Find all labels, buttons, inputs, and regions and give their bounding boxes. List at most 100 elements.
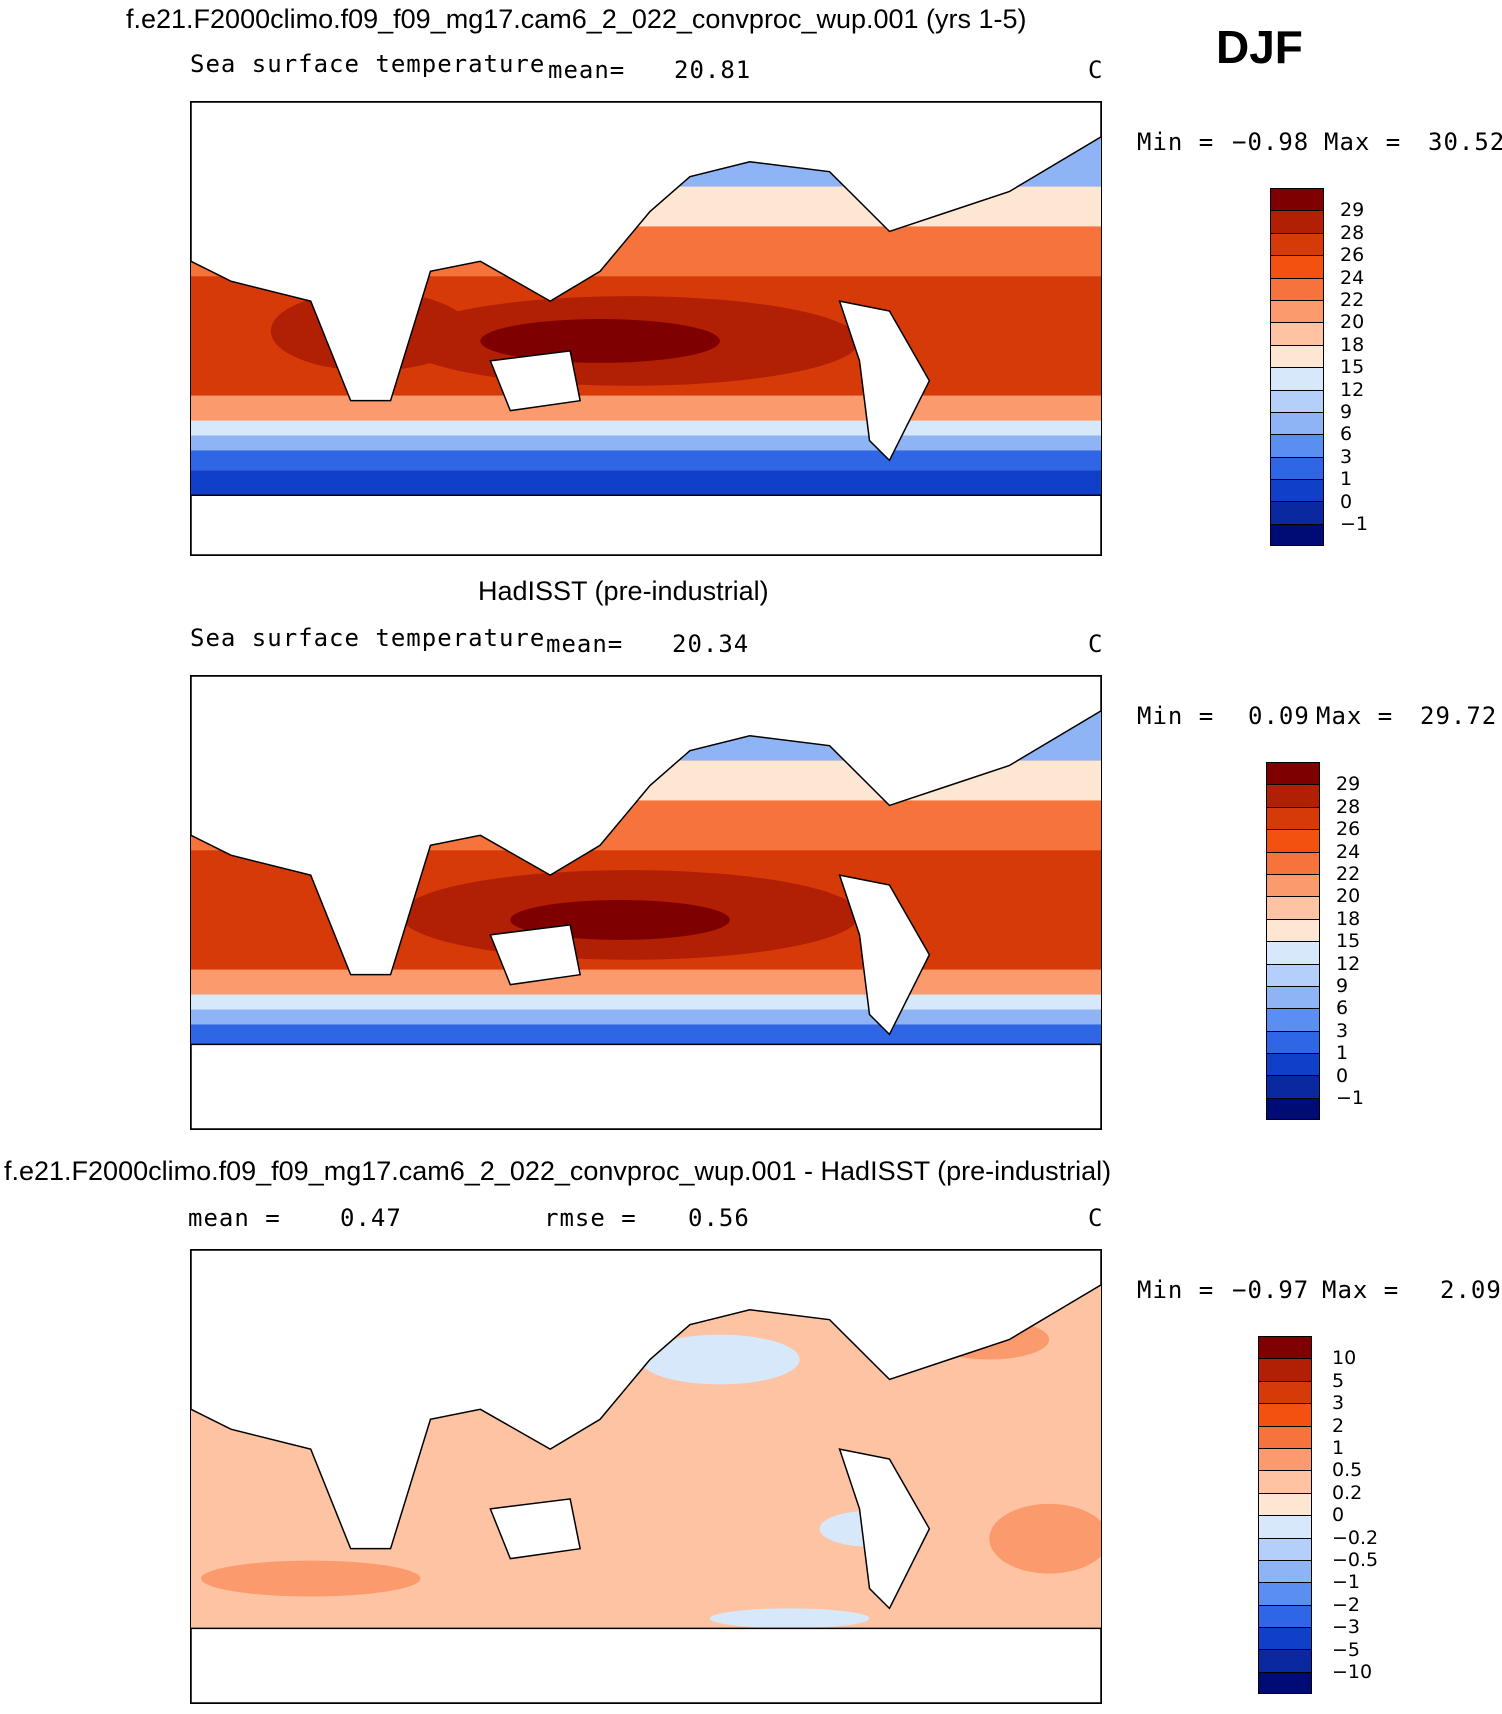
colorbar-swatch bbox=[1270, 232, 1324, 256]
panel-1-mean-label: mean= bbox=[548, 56, 626, 84]
colorbar-tick-label: 26 bbox=[1340, 244, 1365, 267]
panel-2-map-svg bbox=[191, 676, 1101, 1129]
colorbar-swatch bbox=[1258, 1336, 1312, 1359]
colorbar-tick-label: 12 bbox=[1336, 952, 1361, 975]
panel-3-mean-label: mean = bbox=[188, 1204, 281, 1232]
panel-2-min-value: 0.09 bbox=[1248, 702, 1310, 730]
colorbar-swatch bbox=[1266, 985, 1320, 1009]
panel-3-units: C bbox=[1088, 1204, 1104, 1232]
colorbar-swatch bbox=[1270, 367, 1324, 390]
colorbar-swatch bbox=[1270, 188, 1324, 211]
colorbar-swatch bbox=[1266, 784, 1320, 807]
colorbar-swatch bbox=[1270, 322, 1324, 345]
colorbar-swatch bbox=[1270, 479, 1324, 502]
colorbar-tick-label: 6 bbox=[1336, 997, 1349, 1020]
panel-3-min-label: Min = bbox=[1137, 1276, 1215, 1304]
panel-3-max-label: Max = bbox=[1322, 1276, 1400, 1304]
colorbar-swatch bbox=[1270, 501, 1324, 524]
panel-1-max-label: Max = bbox=[1324, 128, 1402, 156]
colorbar-swatch bbox=[1266, 806, 1320, 830]
panel-1-variable: Sea surface temperature bbox=[190, 50, 546, 78]
panel-1-title: f.e21.F2000climo.f09_f09_mg17.cam6_2_022… bbox=[126, 4, 1027, 34]
panel-3-max-value: 2.09 bbox=[1440, 1276, 1502, 1304]
colorbar-swatch bbox=[1270, 344, 1324, 368]
colorbar-swatch bbox=[1266, 1097, 1320, 1121]
colorbar-swatch bbox=[1258, 1582, 1312, 1605]
colorbar-tick-label: 28 bbox=[1340, 221, 1365, 244]
colorbar-tick-label: 0 bbox=[1332, 1504, 1345, 1527]
colorbar-swatch bbox=[1266, 1030, 1320, 1054]
colorbar-tick-label: −5 bbox=[1332, 1638, 1361, 1661]
colorbar-tick-label: −10 bbox=[1332, 1661, 1373, 1683]
colorbar-tick-label: 0 bbox=[1336, 1064, 1349, 1087]
colorbar-tick-label: 22 bbox=[1340, 289, 1365, 311]
colorbar-swatch bbox=[1270, 523, 1324, 547]
colorbar-swatch bbox=[1258, 1649, 1312, 1672]
panel-1-map bbox=[190, 101, 1102, 556]
colorbar-tick-label: 0.2 bbox=[1332, 1481, 1363, 1504]
colorbar-tick-label: 0.5 bbox=[1332, 1459, 1363, 1482]
colorbar-swatch bbox=[1258, 1627, 1312, 1650]
panel-1-min-value: −0.98 bbox=[1232, 128, 1310, 156]
colorbar-tick-label: −0.5 bbox=[1332, 1549, 1379, 1571]
colorbar-tick-label: 22 bbox=[1336, 863, 1361, 885]
colorbar-swatch bbox=[1258, 1358, 1312, 1381]
colorbar-swatch bbox=[1266, 963, 1320, 986]
colorbar-swatch bbox=[1258, 1425, 1312, 1448]
panel-3-map-svg bbox=[191, 1250, 1101, 1703]
panel-3-rmse-label: rmse = bbox=[544, 1204, 637, 1232]
colorbar-swatch bbox=[1266, 1053, 1320, 1076]
colorbar-swatch bbox=[1266, 896, 1320, 919]
colorbar-swatch bbox=[1258, 1470, 1312, 1493]
colorbar-swatch bbox=[1270, 456, 1324, 480]
colorbar-swatch bbox=[1266, 941, 1320, 964]
panel-3-rmse-value: 0.56 bbox=[688, 1204, 750, 1232]
panel-1-colorbar bbox=[1270, 188, 1324, 547]
panel-2-colorbar bbox=[1266, 762, 1320, 1121]
colorbar-swatch bbox=[1270, 255, 1324, 278]
panel-2-min-label: Min = bbox=[1137, 702, 1215, 730]
colorbar-tick-label: 6 bbox=[1340, 423, 1353, 446]
colorbar-swatch bbox=[1270, 411, 1324, 435]
colorbar-swatch bbox=[1266, 851, 1320, 874]
colorbar-tick-label: 9 bbox=[1336, 975, 1349, 997]
colorbar-tick-label: 5 bbox=[1332, 1369, 1345, 1392]
colorbar-swatch bbox=[1266, 873, 1320, 897]
colorbar-swatch bbox=[1266, 829, 1320, 852]
colorbar-tick-label: 3 bbox=[1340, 445, 1353, 468]
panel-2-map bbox=[190, 675, 1102, 1130]
colorbar-tick-label: 20 bbox=[1340, 311, 1365, 334]
colorbar-tick-label: 29 bbox=[1340, 199, 1365, 222]
colorbar-tick-label: 18 bbox=[1340, 333, 1365, 356]
colorbar-tick-label: 1 bbox=[1340, 468, 1353, 491]
colorbar-tick-label: −2 bbox=[1332, 1593, 1361, 1616]
colorbar-swatch bbox=[1258, 1447, 1312, 1471]
colorbar-tick-label: −3 bbox=[1332, 1616, 1361, 1639]
colorbar-tick-label: 15 bbox=[1336, 930, 1361, 953]
panel-3-title: f.e21.F2000climo.f09_f09_mg17.cam6_2_022… bbox=[4, 1156, 1112, 1186]
panel-1-map-svg bbox=[191, 102, 1101, 555]
colorbar-tick-label: −1 bbox=[1336, 1087, 1365, 1109]
colorbar-swatch bbox=[1258, 1604, 1312, 1628]
colorbar-tick-label: 15 bbox=[1340, 356, 1365, 379]
colorbar-tick-label: 10 bbox=[1332, 1347, 1357, 1370]
panel-2-mean-value: 20.34 bbox=[672, 630, 750, 658]
colorbar-tick-label: 9 bbox=[1340, 401, 1353, 423]
colorbar-tick-label: 24 bbox=[1336, 840, 1361, 863]
colorbar-swatch bbox=[1266, 1075, 1320, 1098]
colorbar-tick-label: 28 bbox=[1336, 795, 1361, 818]
panel-3-map bbox=[190, 1249, 1102, 1704]
colorbar-tick-label: 12 bbox=[1340, 378, 1365, 401]
colorbar-swatch bbox=[1258, 1671, 1312, 1695]
colorbar-swatch bbox=[1266, 1008, 1320, 1031]
colorbar-swatch bbox=[1270, 277, 1324, 300]
colorbar-tick-label: 2 bbox=[1332, 1414, 1345, 1437]
colorbar-swatch bbox=[1270, 210, 1324, 233]
colorbar-tick-label: 26 bbox=[1336, 818, 1361, 841]
colorbar-tick-label: 1 bbox=[1336, 1042, 1349, 1065]
colorbar-tick-label: −1 bbox=[1332, 1571, 1361, 1594]
colorbar-tick-label: −0.2 bbox=[1332, 1526, 1379, 1549]
colorbar-tick-label: 29 bbox=[1336, 773, 1361, 796]
panel-3-min-value: −0.97 bbox=[1232, 1276, 1310, 1304]
colorbar-swatch bbox=[1258, 1380, 1312, 1404]
